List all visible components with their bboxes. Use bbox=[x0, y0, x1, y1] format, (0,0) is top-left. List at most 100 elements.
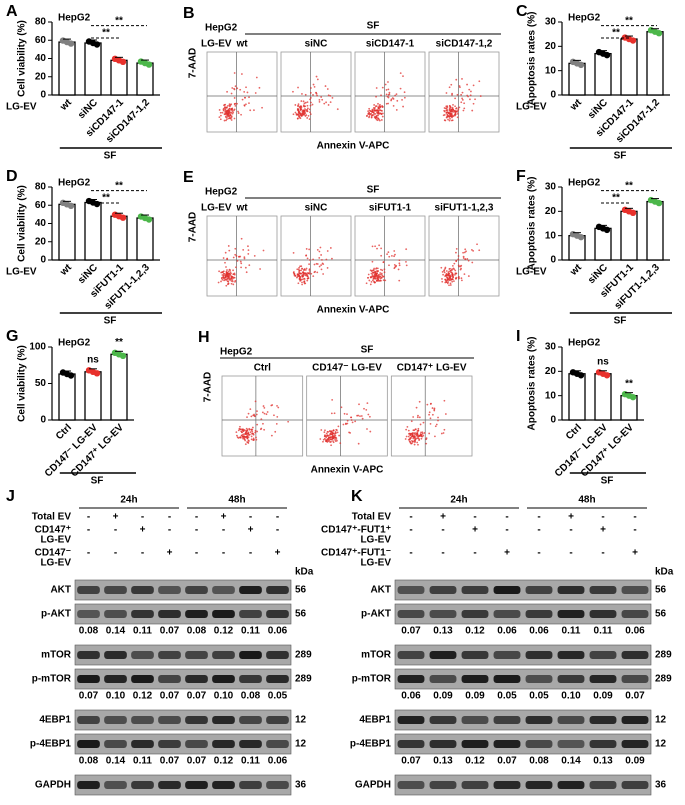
event-dot bbox=[249, 109, 252, 112]
event-dot bbox=[472, 84, 475, 87]
band bbox=[212, 610, 235, 618]
quantification: 0.12 bbox=[465, 626, 485, 637]
blot-strip bbox=[394, 709, 652, 731]
event-dot bbox=[297, 109, 300, 112]
event-dot bbox=[379, 272, 382, 274]
event-dot bbox=[304, 93, 307, 96]
event-dot bbox=[468, 88, 471, 91]
condition-sign: + bbox=[113, 512, 119, 523]
replicate-dot bbox=[577, 233, 585, 241]
event-dot bbox=[227, 270, 230, 273]
event-dot bbox=[263, 406, 266, 409]
event-dot bbox=[339, 442, 342, 445]
event-dot bbox=[407, 438, 410, 441]
event-dot bbox=[360, 415, 363, 417]
event-dot bbox=[393, 263, 396, 266]
group-label: LG-EV bbox=[6, 102, 37, 113]
band bbox=[266, 781, 289, 789]
panel-letter: G bbox=[6, 328, 18, 345]
event-dot bbox=[240, 266, 242, 269]
quantification: 0.13 bbox=[433, 756, 453, 767]
event-dot bbox=[225, 266, 227, 268]
event-dot bbox=[370, 114, 373, 117]
significance-label: ** bbox=[115, 337, 123, 348]
event-dot bbox=[367, 276, 369, 279]
condition-sign: - bbox=[141, 512, 144, 523]
event-dot bbox=[451, 272, 454, 275]
event-dot bbox=[316, 271, 319, 274]
y-axis-label: Cell viability (%) bbox=[17, 345, 28, 422]
event-dot bbox=[461, 97, 464, 100]
event-dot bbox=[379, 277, 382, 280]
event-dot bbox=[383, 268, 386, 271]
event-dot bbox=[273, 414, 275, 417]
event-dot bbox=[265, 413, 268, 416]
event-dot bbox=[359, 415, 361, 418]
event-dot bbox=[226, 118, 228, 120]
event-dot bbox=[450, 119, 453, 122]
event-dot bbox=[301, 281, 303, 284]
event-dot bbox=[301, 93, 303, 95]
band bbox=[104, 586, 127, 594]
event-dot bbox=[262, 405, 265, 407]
condition-sign: - bbox=[537, 525, 540, 536]
band bbox=[266, 675, 289, 683]
event-dot bbox=[461, 78, 463, 80]
event-dot bbox=[453, 273, 456, 276]
event-dot bbox=[455, 78, 458, 81]
event-dot bbox=[337, 425, 340, 428]
event-dot bbox=[444, 119, 447, 122]
event-dot bbox=[457, 258, 460, 261]
event-dot bbox=[318, 250, 321, 253]
event-dot bbox=[316, 94, 318, 97]
replicate-dot bbox=[67, 40, 75, 47]
event-dot bbox=[325, 101, 327, 104]
event-dot bbox=[220, 271, 222, 274]
event-dot bbox=[234, 104, 237, 107]
event-dot bbox=[472, 102, 475, 105]
event-dot bbox=[405, 428, 408, 431]
treatment-label: SF bbox=[104, 151, 117, 162]
quantification: 0.08 bbox=[79, 626, 99, 637]
event-dot bbox=[330, 444, 333, 447]
quantification: 0.13 bbox=[433, 626, 453, 637]
event-dot bbox=[324, 429, 326, 432]
band bbox=[525, 716, 553, 724]
event-dot bbox=[306, 275, 309, 278]
band bbox=[557, 781, 585, 789]
quantification: 0.11 bbox=[594, 626, 613, 637]
event-dot bbox=[255, 413, 258, 416]
event-dot bbox=[446, 116, 448, 118]
event-dot bbox=[312, 83, 315, 86]
kda-value: 12 bbox=[655, 715, 667, 726]
event-dot bbox=[318, 257, 321, 259]
quantification: 0.11 bbox=[562, 626, 581, 637]
replicate-dot bbox=[93, 370, 101, 377]
event-dot bbox=[297, 86, 299, 89]
event-dot bbox=[393, 255, 395, 258]
event-dot bbox=[467, 259, 470, 262]
event-dot bbox=[405, 260, 407, 263]
condition-sign: - bbox=[87, 512, 90, 523]
replicate-dot bbox=[577, 372, 585, 379]
event-dot bbox=[383, 271, 386, 274]
event-dot bbox=[304, 101, 307, 104]
group-label: LG-EV bbox=[201, 203, 232, 214]
event-dot bbox=[319, 438, 322, 440]
event-dot bbox=[340, 406, 343, 409]
event-dot bbox=[251, 430, 254, 433]
event-dot bbox=[330, 436, 332, 438]
event-dot bbox=[221, 278, 224, 281]
event-dot bbox=[241, 429, 244, 432]
event-dot bbox=[297, 113, 300, 116]
condition-sign: - bbox=[114, 548, 117, 559]
band bbox=[131, 651, 154, 659]
event-dot bbox=[452, 103, 454, 106]
event-dot bbox=[414, 428, 417, 431]
event-dot bbox=[429, 422, 432, 425]
event-dot bbox=[306, 110, 309, 113]
event-dot bbox=[221, 274, 224, 276]
quantification: 0.08 bbox=[187, 626, 207, 637]
bar bbox=[594, 373, 612, 421]
event-dot bbox=[331, 97, 334, 99]
